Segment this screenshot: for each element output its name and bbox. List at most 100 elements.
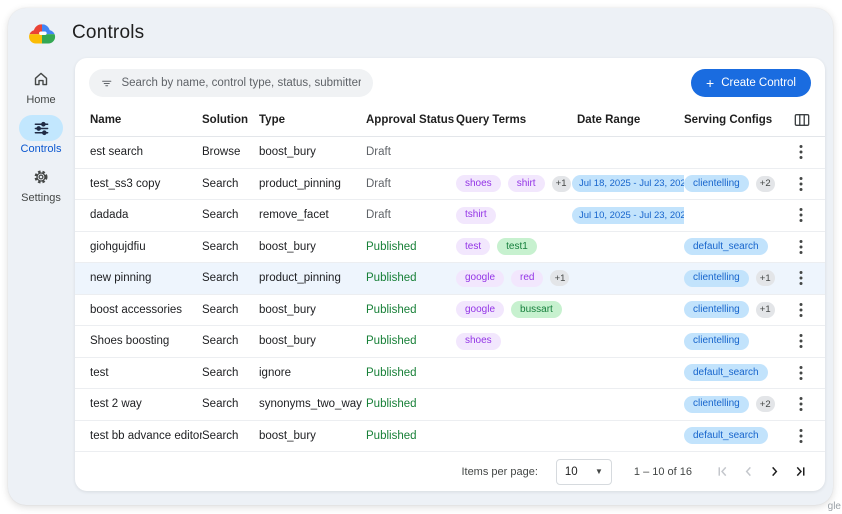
kebab-icon [799,176,803,191]
query-term-pill: red [511,269,544,287]
table-row[interactable]: test bb advance editor Search boost_bury Pu… [75,421,825,452]
page-title: Controls [72,22,145,43]
query-term-pill: google [456,269,505,287]
table-row[interactable]: test Search ignore Published default_search [75,358,825,389]
row-menu-button[interactable] [797,174,805,194]
row-menu-button[interactable] [797,426,805,446]
cell-query-terms: shoes [456,332,572,350]
create-control-label: Create Control [721,77,796,89]
serving-config-pill: clientelling [684,175,749,193]
chevron-down-icon: ▼ [594,467,603,476]
first-page-button[interactable] [716,465,729,478]
kebab-icon [799,208,803,223]
sidebar-item-label: Home [26,94,56,106]
row-menu-button[interactable] [797,142,805,162]
sidebar: Home Controls Settings [8,58,74,505]
previous-page-button[interactable] [742,465,755,478]
cell-date-range: Jul 18, 2025 - Jul 23, 2025 [572,175,684,193]
cell-name: new pinning [90,272,152,285]
column-header-approval-status: Approval Status [366,113,455,126]
kebab-icon [799,302,803,317]
last-page-icon [796,466,805,477]
table-row[interactable]: new pinning Search product_pinning Publishe… [75,263,825,295]
status-label: Published [366,335,417,348]
last-page-button[interactable] [794,465,807,478]
cell-type: synonyms_two_way [259,398,362,411]
status-label: Published [366,240,417,253]
cell-actions [797,237,825,257]
row-menu-button[interactable] [797,300,805,320]
table-row[interactable]: est search Browse boost_bury Draft [75,137,825,169]
kebab-icon [799,428,803,443]
tune-icon [19,115,63,141]
cell-type: product_pinning [259,272,341,285]
query-term-pill: google [456,301,505,319]
cell-query-terms: google red +1 [456,269,572,287]
cell-solution: Search [202,209,239,222]
table-row[interactable]: dadada Search remove_facet Draft tshirt Jul 1… [75,200,825,232]
cell-solution: Search [202,398,239,411]
search-input[interactable]: Search by name, control type, status, su… [89,69,373,97]
row-menu-button[interactable] [797,394,805,414]
watermark: gle [827,501,841,512]
first-page-icon [718,466,727,477]
items-per-page-label: Items per page: [461,465,538,478]
status-label: Published [366,429,417,442]
create-control-button[interactable]: + Create Control [691,69,811,97]
row-menu-button[interactable] [797,205,805,225]
app-header: Controls [8,8,833,58]
cell-type: boost_bury [259,335,316,348]
column-settings-button[interactable] [794,113,810,127]
cell-serving-configs: clientelling +1 [684,301,794,319]
status-label: Draft [366,177,391,190]
row-menu-button[interactable] [797,331,805,351]
row-menu-button[interactable] [797,237,805,257]
serving-config-pill: clientelling [684,301,749,319]
table-row[interactable]: giohgujdfiu Search boost_bury Published test… [75,232,825,263]
query-term-pill: shoes [456,332,501,350]
cell-name: test [90,366,109,379]
kebab-icon [799,397,803,412]
table-row[interactable]: boost accessories Search boost_bury Publish… [75,295,825,326]
cell-type: boost_bury [259,240,316,253]
cell-type: product_pinning [259,177,341,190]
cell-actions [797,363,825,383]
cell-query-terms: shoes shirt +1 [456,175,572,193]
status-label: Published [366,272,417,285]
cell-actions [797,268,825,288]
query-term-pill: tshirt [456,206,496,224]
cell-type: ignore [259,366,291,379]
sidebar-item-home[interactable]: Home [19,66,63,106]
query-term-pill: shirt [507,175,545,193]
row-menu-button[interactable] [797,268,805,288]
plus-icon: + [706,75,715,91]
toolbar: Search by name, control type, status, su… [75,58,825,99]
column-header-query-terms: Query Terms [456,113,527,126]
date-range-pill: Jul 10, 2025 - Jul 23, 2025 [572,206,684,224]
row-menu-button[interactable] [797,363,805,383]
next-page-button[interactable] [768,465,781,478]
query-term-pill: test [456,238,491,256]
table-row[interactable]: test 2 way Search synonyms_two_way Publishe… [75,389,825,421]
serving-config-pill: default_search [684,364,768,382]
column-header-solution: Solution [202,113,248,126]
sidebar-item-label: Settings [21,192,61,204]
sidebar-item-settings[interactable]: Settings [19,164,63,204]
cell-name: dadada [90,209,129,222]
table-body: est search Browse boost_bury Draft test_ss3 … [75,137,825,452]
query-term-pill: shoes [456,175,501,193]
sidebar-item-controls[interactable]: Controls [19,115,63,155]
date-range-pill: Jul 18, 2025 - Jul 23, 2025 [572,175,684,193]
table-row[interactable]: test_ss3 copy Search product_pinning Draft s… [75,169,825,200]
page-size-select[interactable]: 10 ▼ [555,458,612,485]
cell-name: test bb advance editor [90,429,202,442]
cell-solution: Search [202,303,239,316]
serving-config-pill: clientelling [684,269,749,287]
status-label: Draft [366,209,391,222]
table-row[interactable]: Shoes boosting Search boost_bury Published s… [75,326,825,358]
cell-query-terms: test test1 [456,238,572,256]
cell-solution: Search [202,272,239,285]
cell-solution: Search [202,240,239,253]
cell-serving-configs: default_search [684,364,794,382]
column-header-name: Name [90,113,122,126]
